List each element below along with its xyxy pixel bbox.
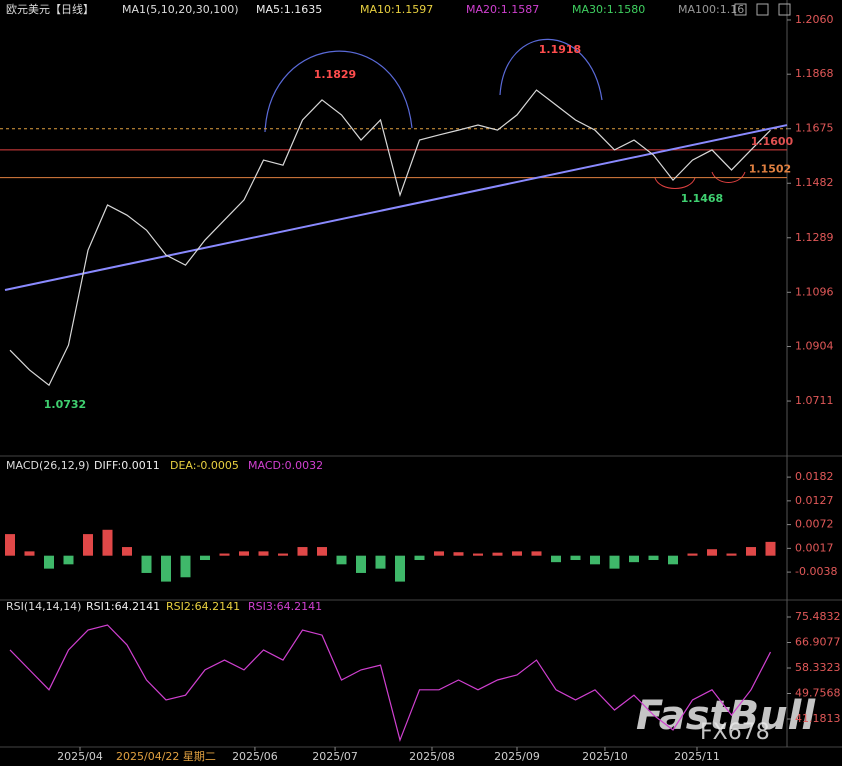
y-tick-label: 0.0072 xyxy=(795,518,834,531)
price-annotation: 1.1600 xyxy=(751,135,794,148)
bottom-arc xyxy=(654,177,696,189)
y-tick-label: 58.3323 xyxy=(795,661,841,674)
watermark-brand: FastBull xyxy=(636,693,816,739)
histogram-bar xyxy=(239,551,249,556)
ma100: MA100:1.16 xyxy=(678,3,744,16)
x-tick-label: 2025/09 xyxy=(494,750,540,763)
ma5: MA5:1.1635 xyxy=(256,3,322,16)
histogram-bar xyxy=(63,555,74,565)
histogram-bar xyxy=(141,555,152,573)
histogram-bar xyxy=(648,555,659,561)
histogram-bar xyxy=(278,553,288,556)
histogram-bar xyxy=(687,553,698,556)
histogram-bar xyxy=(395,555,405,582)
histogram-bar xyxy=(473,553,483,556)
head-arc xyxy=(264,50,413,133)
symbol[interactable]: 欧元美元【日线】 xyxy=(6,2,94,16)
histogram-bar xyxy=(258,551,269,556)
histogram-bar xyxy=(24,551,35,556)
ma10: MA10:1.1597 xyxy=(360,3,433,16)
rsi3: RSI3:64.2141 xyxy=(248,600,322,613)
price-annotation: 1.1829 xyxy=(314,68,356,81)
histogram-bar xyxy=(180,555,191,578)
histogram-bar xyxy=(453,552,464,556)
price-annotation: 1.1468 xyxy=(681,192,723,205)
cursor-date-box xyxy=(112,749,226,765)
histogram-bar xyxy=(356,555,366,573)
histogram-bar xyxy=(707,549,717,556)
y-tick-label: 1.0711 xyxy=(795,394,834,407)
x-tick-label: 2025/11 xyxy=(674,750,720,763)
macd-diff: DIFF:0.0011 xyxy=(94,459,160,472)
histogram-bar xyxy=(668,555,678,565)
y-tick-label: 1.1482 xyxy=(795,176,834,189)
macd-name: MACD(26,12,9) xyxy=(6,459,90,472)
x-tick-label: 2025/10 xyxy=(582,750,628,763)
histogram-bar xyxy=(726,553,737,556)
rsi2: RSI2:64.2141 xyxy=(166,600,240,613)
histogram-bar xyxy=(609,555,620,569)
histogram-bar xyxy=(83,534,93,556)
histogram-bar xyxy=(219,553,230,556)
rsi-name: RSI(14,14,14) xyxy=(6,600,81,613)
ma-set: MA1(5,10,20,30,100) xyxy=(122,3,239,16)
x-tick-label: 2025/07 xyxy=(312,750,358,763)
y-tick-label: 1.2060 xyxy=(795,13,834,26)
watermark-sub: FX678 xyxy=(700,720,770,745)
histogram-bar xyxy=(492,552,503,556)
histogram-bar xyxy=(590,555,600,565)
x-tick-label: 2025/08 xyxy=(409,750,455,763)
histogram-bar xyxy=(317,547,327,556)
price-annotation: 1.1502 xyxy=(749,163,791,176)
ma20: MA20:1.1587 xyxy=(466,3,539,16)
histogram-bar xyxy=(5,534,15,556)
macd-dea: DEA:-0.0005 xyxy=(170,459,239,472)
histogram-bar xyxy=(336,555,347,565)
toolbar-icons[interactable] xyxy=(734,3,791,16)
histogram-bar xyxy=(161,555,171,582)
histogram-bar xyxy=(746,547,756,556)
histogram-bar xyxy=(629,555,639,563)
histogram-bar xyxy=(570,555,581,561)
cursor-date: 2025/04/22 星期二 xyxy=(116,750,216,763)
histogram-bar xyxy=(765,541,776,556)
histogram-bar xyxy=(434,551,444,556)
histogram-bar xyxy=(122,547,132,556)
y-tick-label: 1.1675 xyxy=(795,122,834,135)
bottom-arc xyxy=(711,171,746,183)
histogram-bar xyxy=(297,547,308,556)
histogram-bar xyxy=(414,555,425,561)
price-annotation: 1.1918 xyxy=(539,43,581,56)
histogram-bar xyxy=(512,551,522,556)
histogram-bar xyxy=(102,529,113,556)
y-tick-label: 1.1096 xyxy=(795,285,834,298)
histogram-bar xyxy=(551,555,561,563)
y-tick-label: 66.9077 xyxy=(795,636,841,649)
y-tick-label: 0.0017 xyxy=(795,541,834,554)
y-tick-label: -0.0038 xyxy=(795,565,837,578)
histogram-bar xyxy=(44,555,54,569)
rsi1: RSI1:64.2141 xyxy=(86,600,160,613)
data-line xyxy=(9,624,772,743)
histogram-bar xyxy=(200,555,210,561)
x-tick-label: 2025/04 xyxy=(57,750,103,763)
y-tick-label: 1.1868 xyxy=(795,67,834,80)
macd-value: MACD:0.0032 xyxy=(248,459,323,472)
y-tick-label: 0.0127 xyxy=(795,494,834,507)
head-arc xyxy=(499,38,603,101)
y-tick-label: 75.4832 xyxy=(795,610,841,623)
histogram-bar xyxy=(531,551,542,556)
ma30: MA30:1.1580 xyxy=(572,3,645,16)
price-annotation: 1.0732 xyxy=(44,398,86,411)
y-tick-label: 49.7568 xyxy=(795,687,841,700)
data-line xyxy=(9,89,771,387)
y-tick-label: 1.0904 xyxy=(795,340,834,353)
histogram-bar xyxy=(375,555,386,569)
trend-line xyxy=(4,124,788,292)
y-tick-label: 0.0182 xyxy=(795,470,834,483)
x-tick-label: 2025/06 xyxy=(232,750,278,763)
y-tick-label: 1.1289 xyxy=(795,231,834,244)
y-tick-label: 41.1813 xyxy=(795,712,841,725)
